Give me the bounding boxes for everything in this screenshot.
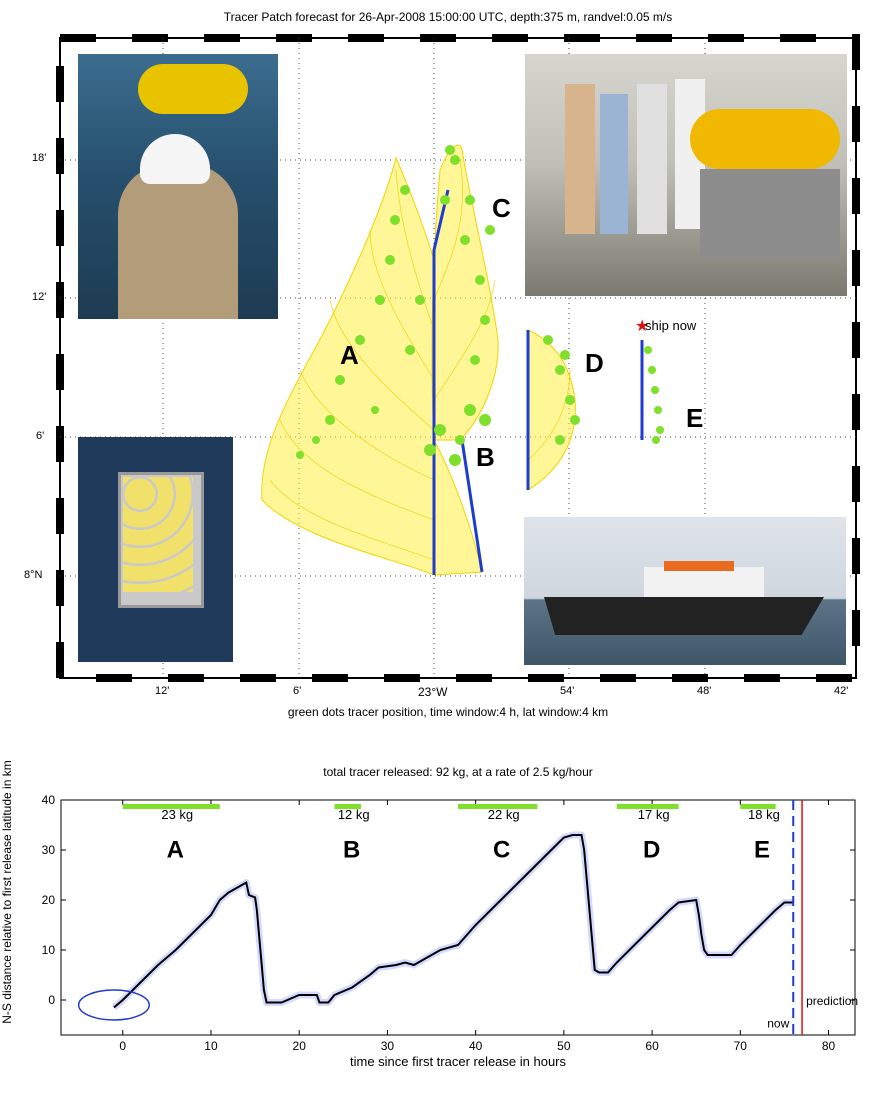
lat-tick: 8°N: [24, 569, 43, 581]
patch-label-a: A: [340, 340, 359, 370]
lat-tick: 12': [32, 291, 47, 303]
ship-bridge-icon: [664, 561, 734, 571]
ns-distance-chart: 0 10 20 30 40 50 60 70 80 0 10 20 30 40 23 kg A 12 kg B 22…: [42, 793, 858, 1053]
ship-now-label: ship now: [645, 318, 697, 333]
release-letter-label: B: [343, 837, 360, 864]
lon-tick: 54': [560, 685, 575, 697]
release-amount-label: 18 kg: [748, 807, 780, 822]
x-tick-label: 70: [734, 1039, 748, 1053]
patch-label-b: B: [476, 442, 495, 472]
chart-xlabel: time since first tracer release in hours: [349, 1054, 567, 1069]
release-letter-label: E: [754, 837, 770, 864]
x-tick-label: 40: [469, 1039, 483, 1053]
lon-tick: 23°W: [418, 685, 448, 699]
x-tick-label: 60: [645, 1039, 659, 1053]
y-tick-label: 10: [42, 943, 56, 957]
release-amount-label: 22 kg: [488, 807, 520, 822]
map-title: Tracer Patch forecast for 26-Apr-2008 15…: [223, 10, 673, 24]
y-tick-label: 20: [42, 893, 56, 907]
ship-tracks: [432, 189, 644, 575]
crew-member-icon: [118, 164, 238, 319]
patch-label-c: C: [492, 193, 511, 223]
track-line: [113, 834, 794, 1009]
float-icon: [123, 477, 193, 592]
sled-frame-icon: [700, 169, 840, 259]
patch-label-d: D: [585, 348, 604, 378]
map-border-ticks: [56, 34, 860, 682]
photo-sled-in-water: [78, 437, 233, 662]
ship-superstructure-icon: [644, 567, 764, 597]
chart-plot-area: [60, 799, 856, 1036]
x-tick-label: 20: [293, 1039, 307, 1053]
person-icon: [637, 84, 667, 234]
ship-track-b: [460, 439, 484, 573]
lon-tick: 6': [293, 685, 302, 697]
float-icon: [138, 64, 248, 114]
prediction-label: prediction: [806, 994, 858, 1008]
ship-hull-icon: [544, 597, 824, 635]
release-letter-label: A: [167, 837, 184, 864]
release-amount-label: 23 kg: [161, 807, 193, 822]
photo-sling-deployment: [78, 54, 278, 319]
release-letter-label: D: [643, 837, 660, 864]
lon-tick: 42': [834, 685, 849, 697]
lon-tick: 48': [697, 685, 712, 697]
photo-research-vessel: [524, 517, 846, 665]
ship-now-star: ★: [635, 318, 649, 335]
release-start-ellipse: [77, 989, 150, 1021]
lon-tick: 12': [155, 685, 170, 697]
person-icon: [565, 84, 595, 234]
ship-track-a-c: [432, 189, 450, 575]
release-amount-label: 12 kg: [338, 807, 370, 822]
y-tick-label: 0: [48, 993, 55, 1007]
chart-ylabel: N-S distance relative to first release l…: [0, 760, 14, 1024]
chart-title: total tracer released: 92 kg, at a rate …: [323, 765, 593, 779]
now-label: now: [767, 1017, 789, 1031]
person-icon: [600, 94, 628, 234]
release-amount-label: 17 kg: [638, 807, 670, 822]
x-tick-label: 30: [381, 1039, 395, 1053]
photo-crew-on-deck: [525, 54, 847, 296]
y-tick-label: 40: [42, 793, 56, 807]
trajectory-lines: [269, 159, 571, 561]
x-tick-label: 10: [204, 1039, 218, 1053]
tracer-dots: [296, 145, 664, 466]
x-tick-label: 50: [557, 1039, 571, 1053]
map-xlabel: green dots tracer position, time window:…: [287, 705, 609, 719]
release-letter-label: C: [493, 837, 510, 864]
y-tick-label: 30: [42, 843, 56, 857]
x-tick-label: 0: [119, 1039, 126, 1053]
lat-tick: 18': [32, 152, 47, 164]
patch-label-e: E: [686, 403, 704, 433]
lat-tick: 6': [36, 430, 45, 442]
float-icon: [690, 109, 840, 169]
helmet-icon: [140, 134, 210, 184]
x-tick-label: 80: [822, 1039, 836, 1053]
